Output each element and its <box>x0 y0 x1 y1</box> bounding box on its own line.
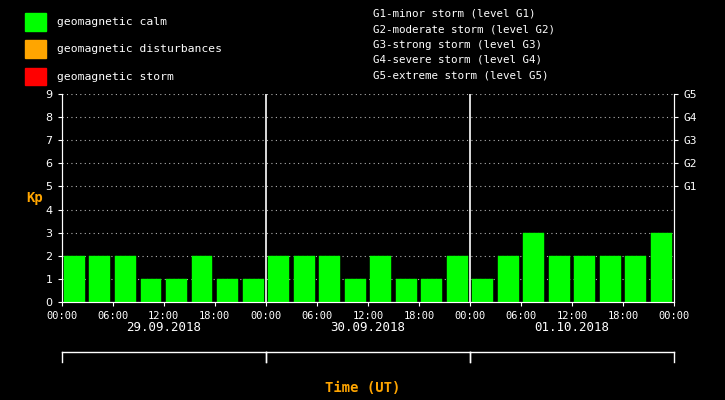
Bar <box>523 233 544 302</box>
Bar <box>166 279 187 302</box>
Bar <box>25 13 46 31</box>
Text: 30.09.2018: 30.09.2018 <box>331 321 405 334</box>
Text: G1-minor storm (level G1): G1-minor storm (level G1) <box>373 9 536 19</box>
Text: G4-severe storm (level G4): G4-severe storm (level G4) <box>373 55 542 65</box>
Bar <box>344 279 365 302</box>
Text: geomagnetic storm: geomagnetic storm <box>57 72 173 82</box>
Text: geomagnetic disturbances: geomagnetic disturbances <box>57 44 222 54</box>
Text: geomagnetic calm: geomagnetic calm <box>57 17 167 27</box>
Bar <box>396 279 417 302</box>
Text: G2-moderate storm (level G2): G2-moderate storm (level G2) <box>373 24 555 34</box>
Bar <box>25 68 46 85</box>
Bar <box>243 279 263 302</box>
Bar <box>89 256 110 302</box>
Bar <box>217 279 238 302</box>
Bar <box>421 279 442 302</box>
Bar <box>319 256 340 302</box>
Bar <box>549 256 570 302</box>
Bar <box>191 256 212 302</box>
Bar <box>268 256 289 302</box>
Bar <box>473 279 493 302</box>
Bar <box>370 256 392 302</box>
Text: Time (UT): Time (UT) <box>325 381 400 395</box>
Bar <box>294 256 315 302</box>
Bar <box>25 40 46 58</box>
Text: G5-extreme storm (level G5): G5-extreme storm (level G5) <box>373 70 549 80</box>
Bar <box>626 256 647 302</box>
Text: G3-strong storm (level G3): G3-strong storm (level G3) <box>373 40 542 50</box>
Bar <box>64 256 85 302</box>
Bar <box>115 256 136 302</box>
Bar <box>498 256 519 302</box>
Text: 29.09.2018: 29.09.2018 <box>126 321 202 334</box>
Text: 01.10.2018: 01.10.2018 <box>534 321 610 334</box>
Bar <box>141 279 162 302</box>
Bar <box>574 256 595 302</box>
Bar <box>447 256 468 302</box>
Bar <box>651 233 672 302</box>
Y-axis label: Kp: Kp <box>26 191 43 205</box>
Bar <box>600 256 621 302</box>
